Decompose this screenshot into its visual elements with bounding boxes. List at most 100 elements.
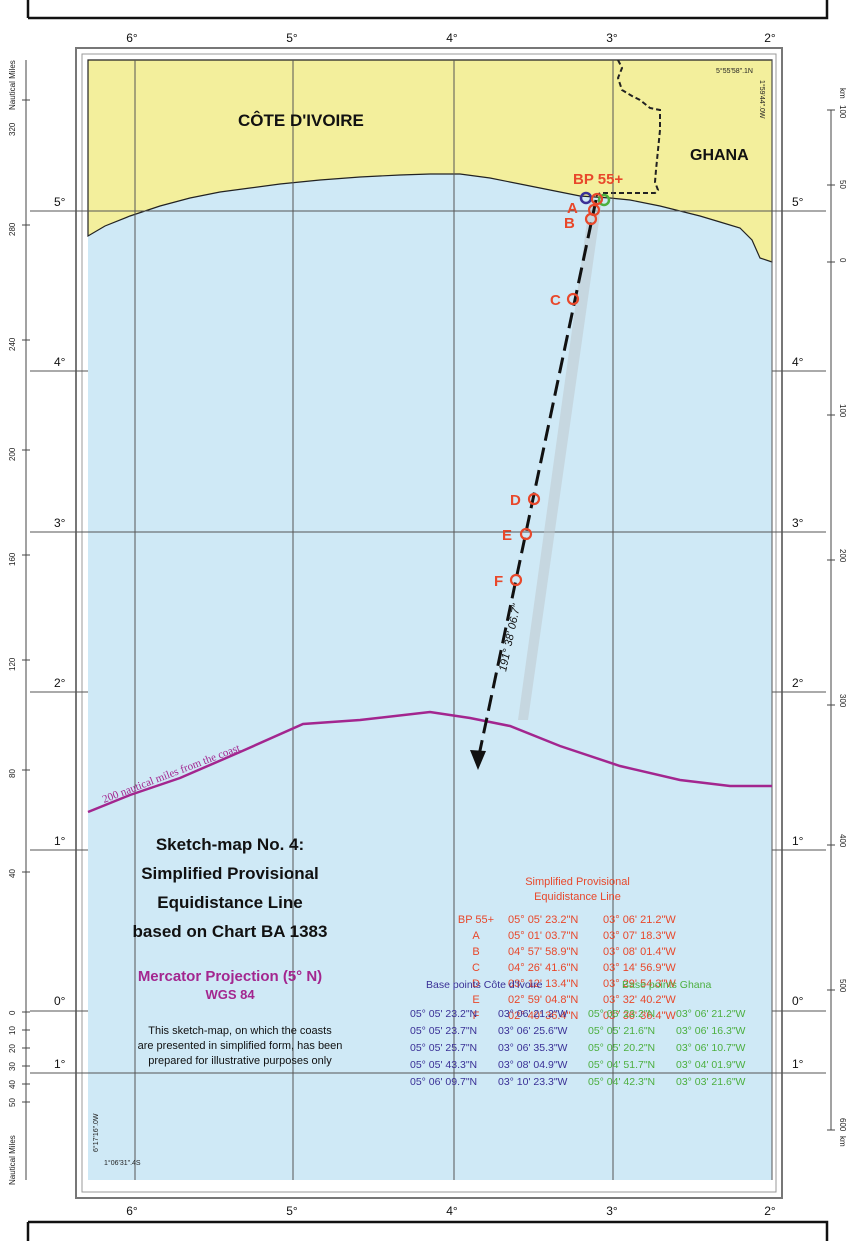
lat-tick-right: 1° <box>792 834 804 848</box>
base-point-lon: 03° 06' 16.3"W <box>676 1025 746 1037</box>
base-point-lon: 03° 06' 21.2"W <box>676 1008 746 1020</box>
base-point-lat: 05° 05' 20.2"N <box>588 1042 656 1054</box>
nm-scale-tick: 0 <box>8 1010 17 1015</box>
lat-tick-left: 1° <box>54 834 66 848</box>
equidistance-table-title-line: Simplified Provisional <box>525 876 630 888</box>
point-lon: 03° 06' 21.2"W <box>603 914 676 926</box>
graticule <box>30 60 826 1180</box>
base-point-ghana-row: 05° 04' 51.7"N 03° 04' 01.9"W <box>588 1059 745 1071</box>
lat-tick-right: 1° <box>792 1057 804 1071</box>
point-b-marker <box>584 212 598 226</box>
lon-tick-bottom: 5° <box>286 1204 298 1218</box>
point-c-marker <box>566 292 580 306</box>
nm-scale <box>22 60 30 1180</box>
km-scale-tick: 500 <box>838 979 847 993</box>
equidistance-corridor <box>518 200 602 720</box>
km-scale-tick: 50 <box>838 180 847 189</box>
nm-scale-tick: 10 <box>8 1026 17 1035</box>
corner-label-top-right: 5°55'58".1N <box>716 67 753 75</box>
point-name: A <box>472 930 480 942</box>
equidistance-table-row: C 04° 26' 41.6"N 03° 14' 56.9"W <box>444 962 676 974</box>
equidistance-arrow <box>470 750 486 770</box>
lon-tick-bottom: 2° <box>764 1204 776 1218</box>
base-point-lat: 05° 05' 25.7"N <box>410 1042 478 1054</box>
lat-tick-right: 3° <box>792 516 804 530</box>
point-label-bp55: BP 55+ <box>573 171 623 188</box>
equidistance-line <box>476 199 598 761</box>
base-point-lat: 05° 06' 09.7"N <box>410 1076 478 1088</box>
sea-area <box>88 60 772 1180</box>
base-point-ghana-row: 05° 04' 42.3"N 03° 03' 21.6"W <box>588 1076 745 1088</box>
nm-scale-tick: 200 <box>8 447 17 461</box>
km-scale-unit-bottom: km <box>838 1136 847 1147</box>
equidistance-table-row: A 05° 01' 03.7"N 03° 07' 18.3"W <box>444 930 676 942</box>
border-line <box>595 59 661 197</box>
equidistance-table-row: E 02° 59' 04.8"N 03° 32' 40.2"W <box>444 994 675 1006</box>
country-label-ghana: GHANA <box>690 147 749 164</box>
lon-tick-top: 5° <box>286 31 298 45</box>
km-scale-tick: 0 <box>838 258 847 263</box>
lat-tick-left: 3° <box>54 516 66 530</box>
base-point-lon: 03° 03' 21.6"W <box>676 1076 746 1088</box>
base-points-ghana-title: Base points Ghana <box>622 979 712 991</box>
base-point-lat: 05° 05' 23.2"N <box>410 1008 478 1020</box>
lat-tick-left: 5° <box>54 195 66 209</box>
point-lat: 02° 40' 36.4"N <box>508 1010 579 1022</box>
base-point-lon: 03° 06' 10.7"W <box>676 1042 746 1054</box>
base-point-lon: 03° 06' 25.6"W <box>498 1025 568 1037</box>
point-label-d: D <box>510 492 521 509</box>
base-point-lon: 03° 10' 23.3"W <box>498 1076 568 1088</box>
base-point-ghana-row: 05° 05' 23.2"N 03° 06' 21.2"W <box>588 1008 745 1020</box>
equidistance-table-row: D 03° 12' 13.4"N 03° 29' 54.3"W <box>444 978 676 990</box>
projection-info: Mercator Projection (5° N) WGS 84 <box>95 968 365 1002</box>
map-border <box>75 47 783 1199</box>
base-point-civ-row: 05° 05' 25.7"N 03° 06' 35.3"W <box>410 1042 567 1054</box>
nm-scale-tick: 50 <box>8 1098 17 1107</box>
point-lon: 03° 07' 18.3"W <box>603 930 676 942</box>
lon-tick-bottom: 3° <box>606 1204 618 1218</box>
point-name: D <box>472 978 480 990</box>
datum-line: WGS 84 <box>205 987 255 1002</box>
map-title-line: Sketch-map No. 4: <box>155 835 305 854</box>
km-scale-tick: 100 <box>838 404 847 418</box>
point-bp55-marker <box>590 192 604 206</box>
base-point-lat: 05° 05' 23.7"N <box>410 1025 478 1037</box>
base-point-ghana-marker <box>597 193 611 207</box>
point-label-b: B <box>564 215 575 232</box>
point-name: E <box>472 994 480 1006</box>
point-name: BP 55+ <box>457 914 495 926</box>
point-lon: 03° 29' 54.3"W <box>603 978 676 990</box>
km-scale-unit-top: km <box>838 88 847 99</box>
nm-scale-tick: 280 <box>8 222 17 236</box>
lat-tick-left: 0° <box>54 994 66 1008</box>
nm-scale-title-bottom: Nautical Miles <box>8 1135 17 1185</box>
point-label-c: C <box>550 292 561 309</box>
base-point-ghana-row: 05° 05' 20.2"N 03° 06' 10.7"W <box>588 1042 745 1054</box>
disclaimer-line: prepared for illustrative purposes only <box>148 1055 332 1067</box>
country-label-civ: CÔTE D'IVOIRE <box>238 111 364 130</box>
km-scale-tick: 300 <box>838 694 847 708</box>
limit-200nm-line <box>87 710 772 814</box>
corner-label-top-right-lon: 1°59'44".0W <box>758 80 766 119</box>
point-label-e: E <box>502 527 512 544</box>
base-point-lon: 03° 08' 04.9"W <box>498 1059 568 1071</box>
base-point-lat: 05° 05' 23.2"N <box>588 1008 656 1020</box>
base-point-civ-row: 05° 05' 23.7"N 03° 06' 25.6"W <box>410 1025 567 1037</box>
nm-scale-tick: 320 <box>8 122 17 136</box>
map-title: Sketch-map No. 4: Simplified Provisional… <box>95 830 365 946</box>
nm-scale-tick: 80 <box>8 769 17 778</box>
outer-frame <box>26 0 829 20</box>
base-point-civ-row: 05° 06' 09.7"N 03° 10' 23.3"W <box>410 1076 567 1088</box>
base-point-lat: 05° 05' 21.6"N <box>588 1025 656 1037</box>
base-point-lon: 03° 04' 01.9"W <box>676 1059 746 1071</box>
lat-tick-right: 0° <box>792 994 804 1008</box>
point-name: C <box>472 962 480 974</box>
km-scale-tick: 200 <box>838 549 847 563</box>
point-lon: 03° 36' 36.4"W <box>603 1010 676 1022</box>
map-title-line: based on Chart BA 1383 <box>132 922 328 941</box>
lat-tick-left: 1° <box>54 1057 66 1071</box>
point-name: B <box>472 946 480 958</box>
km-scale-tick: 600 <box>838 1118 847 1132</box>
km-scale-tick: 100 <box>838 105 847 119</box>
